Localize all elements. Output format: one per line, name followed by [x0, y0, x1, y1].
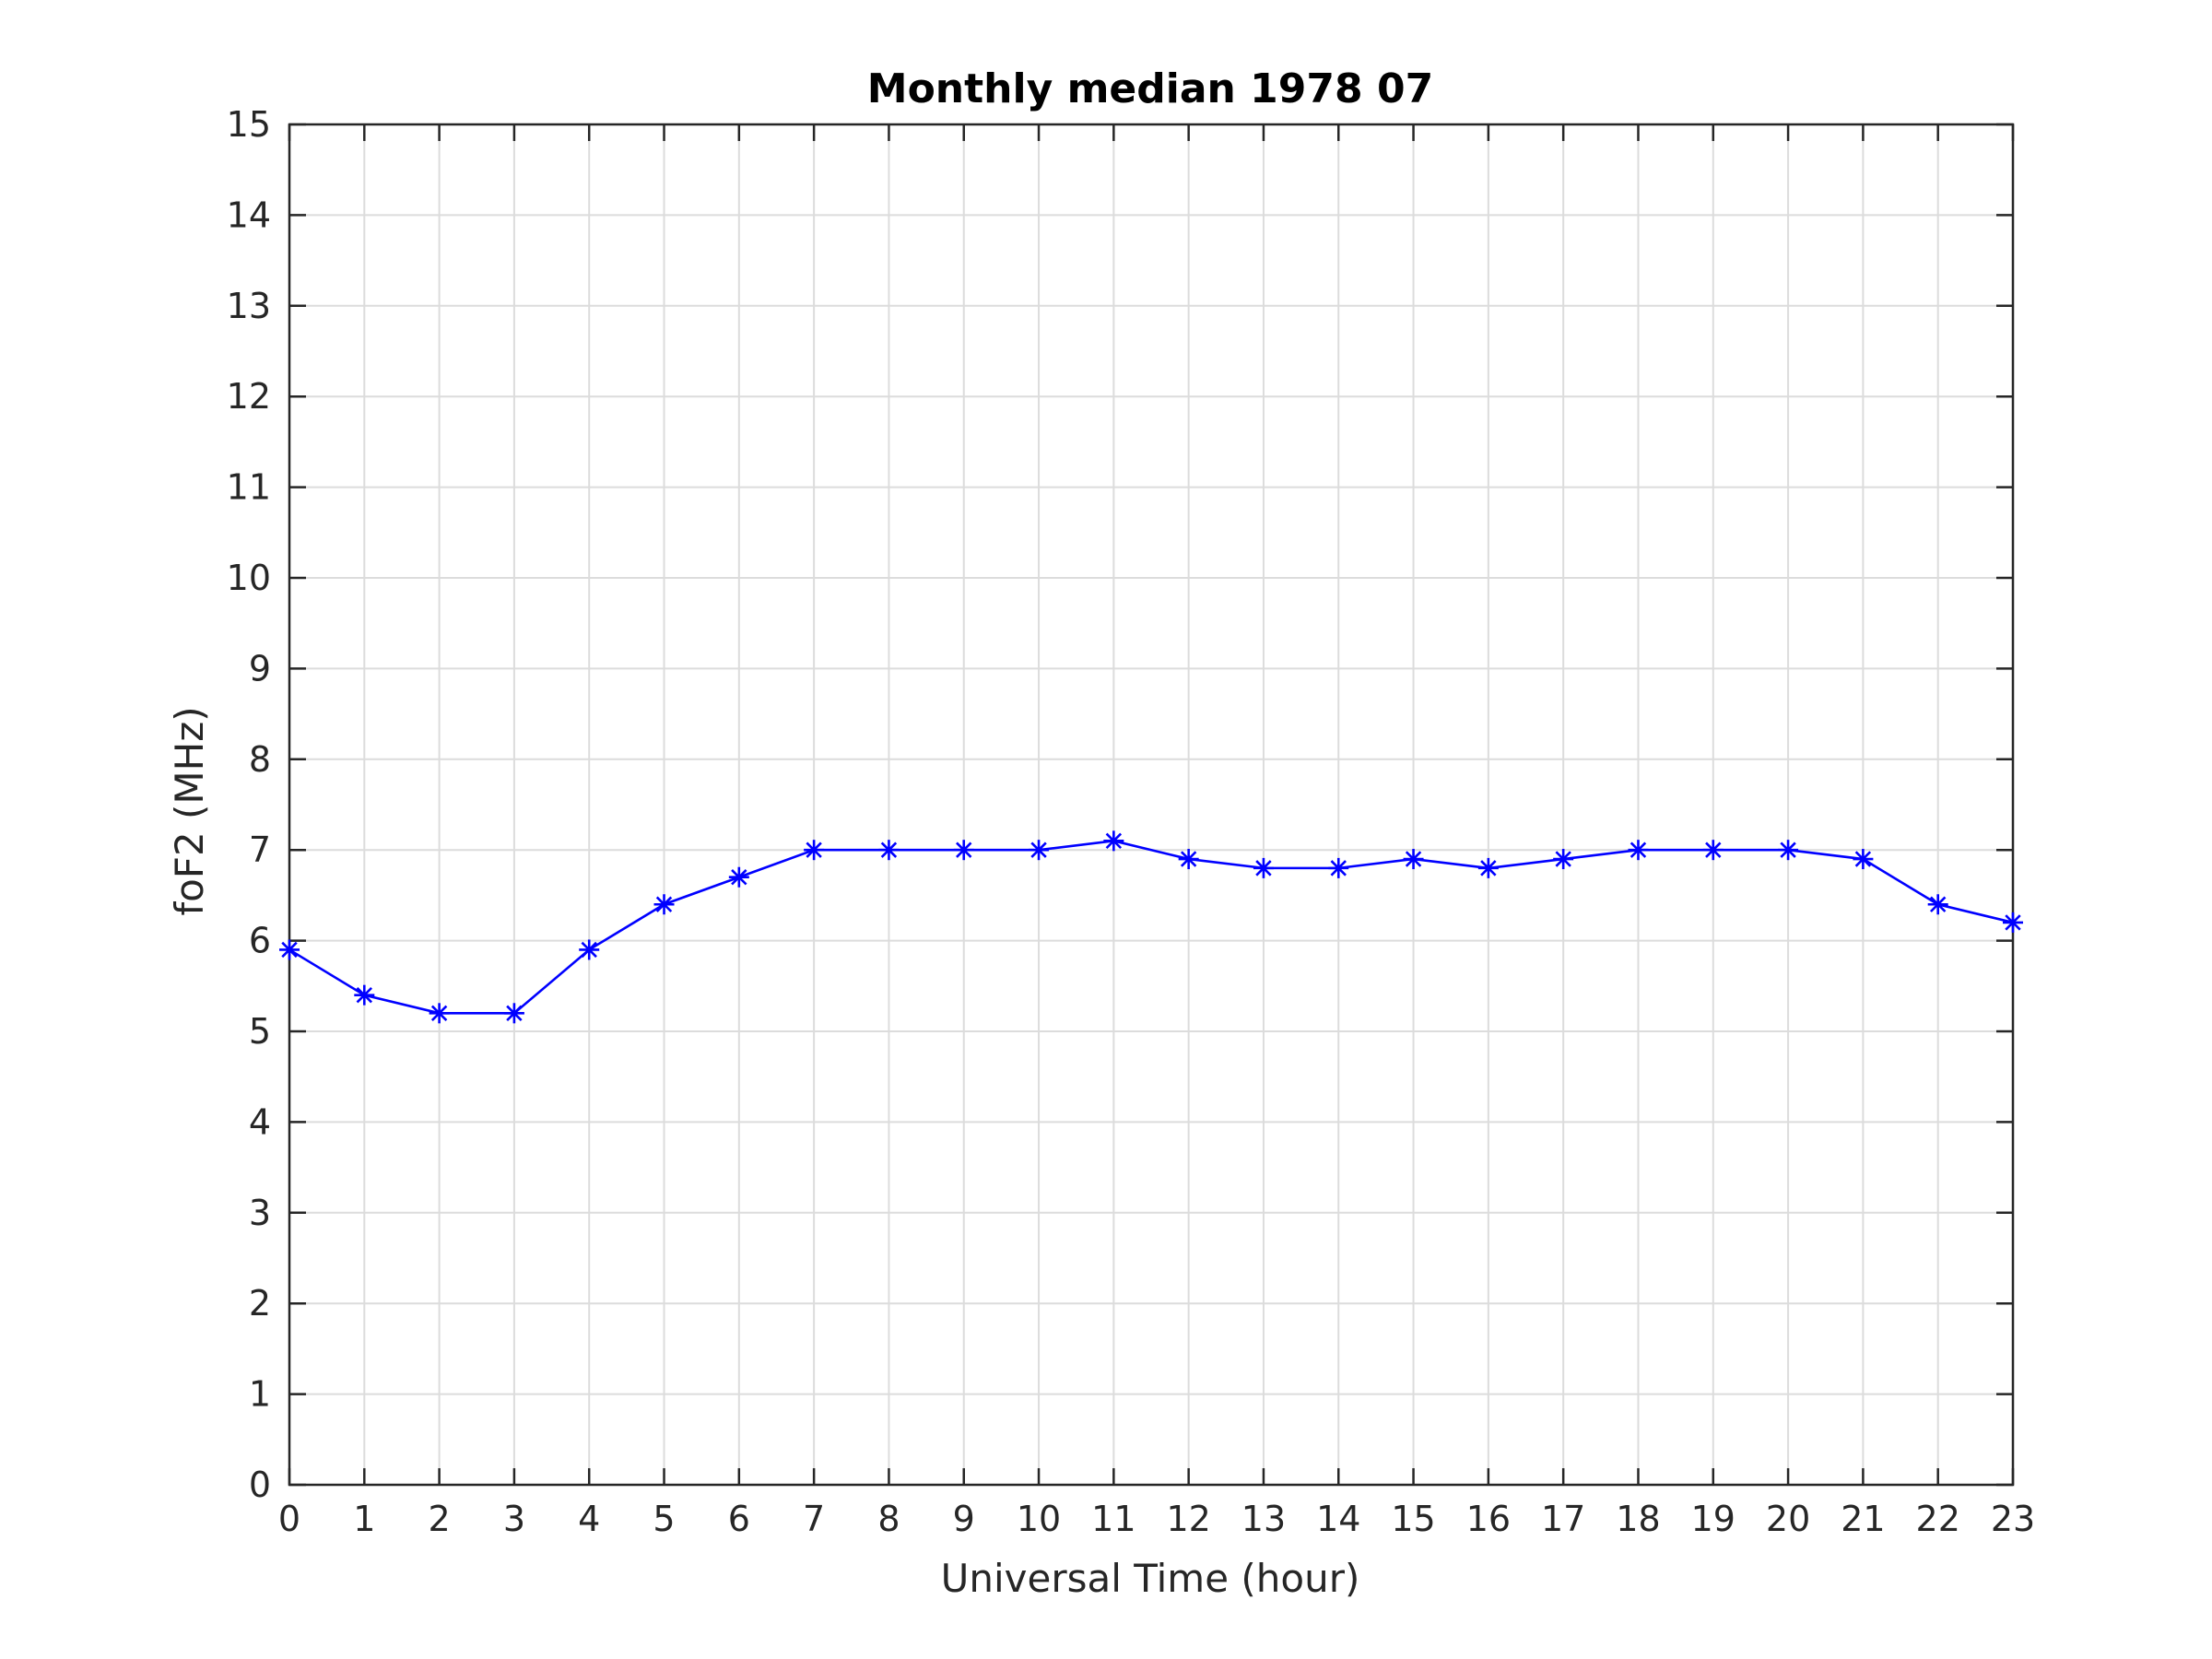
y-tick-label: 7 [249, 830, 271, 870]
data-point [1253, 857, 1274, 878]
x-tick-label: 1 [353, 1499, 375, 1539]
x-tick-label: 12 [1166, 1499, 1210, 1539]
y-tick-label: 3 [249, 1193, 271, 1233]
data-point [728, 866, 749, 888]
y-tick-label: 13 [227, 286, 271, 326]
chart-title: Monthly median 1978 07 [867, 65, 1433, 112]
x-tick-label: 19 [1691, 1499, 1735, 1539]
data-point [953, 840, 974, 861]
series-layer [279, 830, 2023, 1024]
x-tick-label: 5 [653, 1499, 675, 1539]
x-tick-label: 11 [1091, 1499, 1135, 1539]
data-point [1178, 849, 1199, 870]
data-point [354, 984, 375, 1006]
data-point [1029, 840, 1050, 861]
data-point [653, 894, 675, 915]
data-point [503, 1003, 524, 1024]
data-point [1702, 840, 1724, 861]
data-point [1103, 830, 1124, 852]
data-point [1477, 857, 1499, 878]
data-point [1927, 894, 1948, 915]
x-tick-label: 16 [1466, 1499, 1511, 1539]
data-point [1403, 849, 1424, 870]
x-tick-label: 4 [578, 1499, 600, 1539]
data-point [279, 939, 300, 960]
x-tick-label: 17 [1541, 1499, 1585, 1539]
data-point [1628, 840, 1649, 861]
y-tick-label: 15 [227, 104, 271, 145]
y-tick-label: 2 [249, 1283, 271, 1324]
y-tick-label: 5 [249, 1011, 271, 1052]
x-tick-label: 0 [278, 1499, 300, 1539]
series-line [288, 840, 2014, 1015]
y-tick-label: 12 [227, 376, 271, 417]
x-tick-label: 3 [503, 1499, 525, 1539]
data-point [1853, 849, 1874, 870]
data-point [804, 840, 825, 861]
x-tick-label: 21 [1841, 1499, 1885, 1539]
data-point [2003, 912, 2023, 933]
plot-area-frame [288, 123, 2015, 1487]
y-tick-label: 4 [249, 1101, 271, 1142]
x-tick-label: 2 [429, 1499, 451, 1539]
data-point [1553, 849, 1574, 870]
x-tick-label: 10 [1017, 1499, 1061, 1539]
axes: 0 1 2 3 4 5 6 7 8 9 10 11 12 13 14 15 16 17 18 19 20 21 22 2301… [227, 104, 2036, 1539]
y-tick-label: 0 [249, 1465, 271, 1505]
y-tick-label: 8 [249, 739, 271, 780]
x-tick-label: 15 [1391, 1499, 1435, 1539]
x-tick-label: 13 [1241, 1499, 1286, 1539]
x-tick-label: 22 [1916, 1499, 1960, 1539]
grid [288, 124, 2014, 1486]
x-tick-label: 6 [728, 1499, 750, 1539]
x-tick-label: 9 [953, 1499, 975, 1539]
y-axis-label: foF2 (MHz) [167, 706, 212, 915]
x-tick-label: 14 [1316, 1499, 1360, 1539]
data-point [1328, 857, 1349, 878]
data-point [878, 840, 900, 861]
data-point [579, 939, 600, 960]
x-tick-label: 20 [1766, 1499, 1810, 1539]
x-tick-label: 8 [877, 1499, 900, 1539]
y-tick-label: 10 [227, 558, 271, 598]
y-tick-label: 6 [249, 921, 271, 961]
y-tick-label: 9 [249, 648, 271, 688]
x-tick-label: 18 [1616, 1499, 1660, 1539]
x-tick-label: 23 [1991, 1499, 2035, 1539]
x-tick-label: 7 [803, 1499, 825, 1539]
y-tick-label: 14 [227, 194, 271, 235]
data-point [1778, 840, 1799, 861]
y-tick-label: 11 [227, 467, 271, 508]
data-point [429, 1003, 450, 1024]
y-tick-label: 1 [249, 1374, 271, 1415]
x-axis-label: Universal Time (hour) [941, 1556, 1360, 1601]
